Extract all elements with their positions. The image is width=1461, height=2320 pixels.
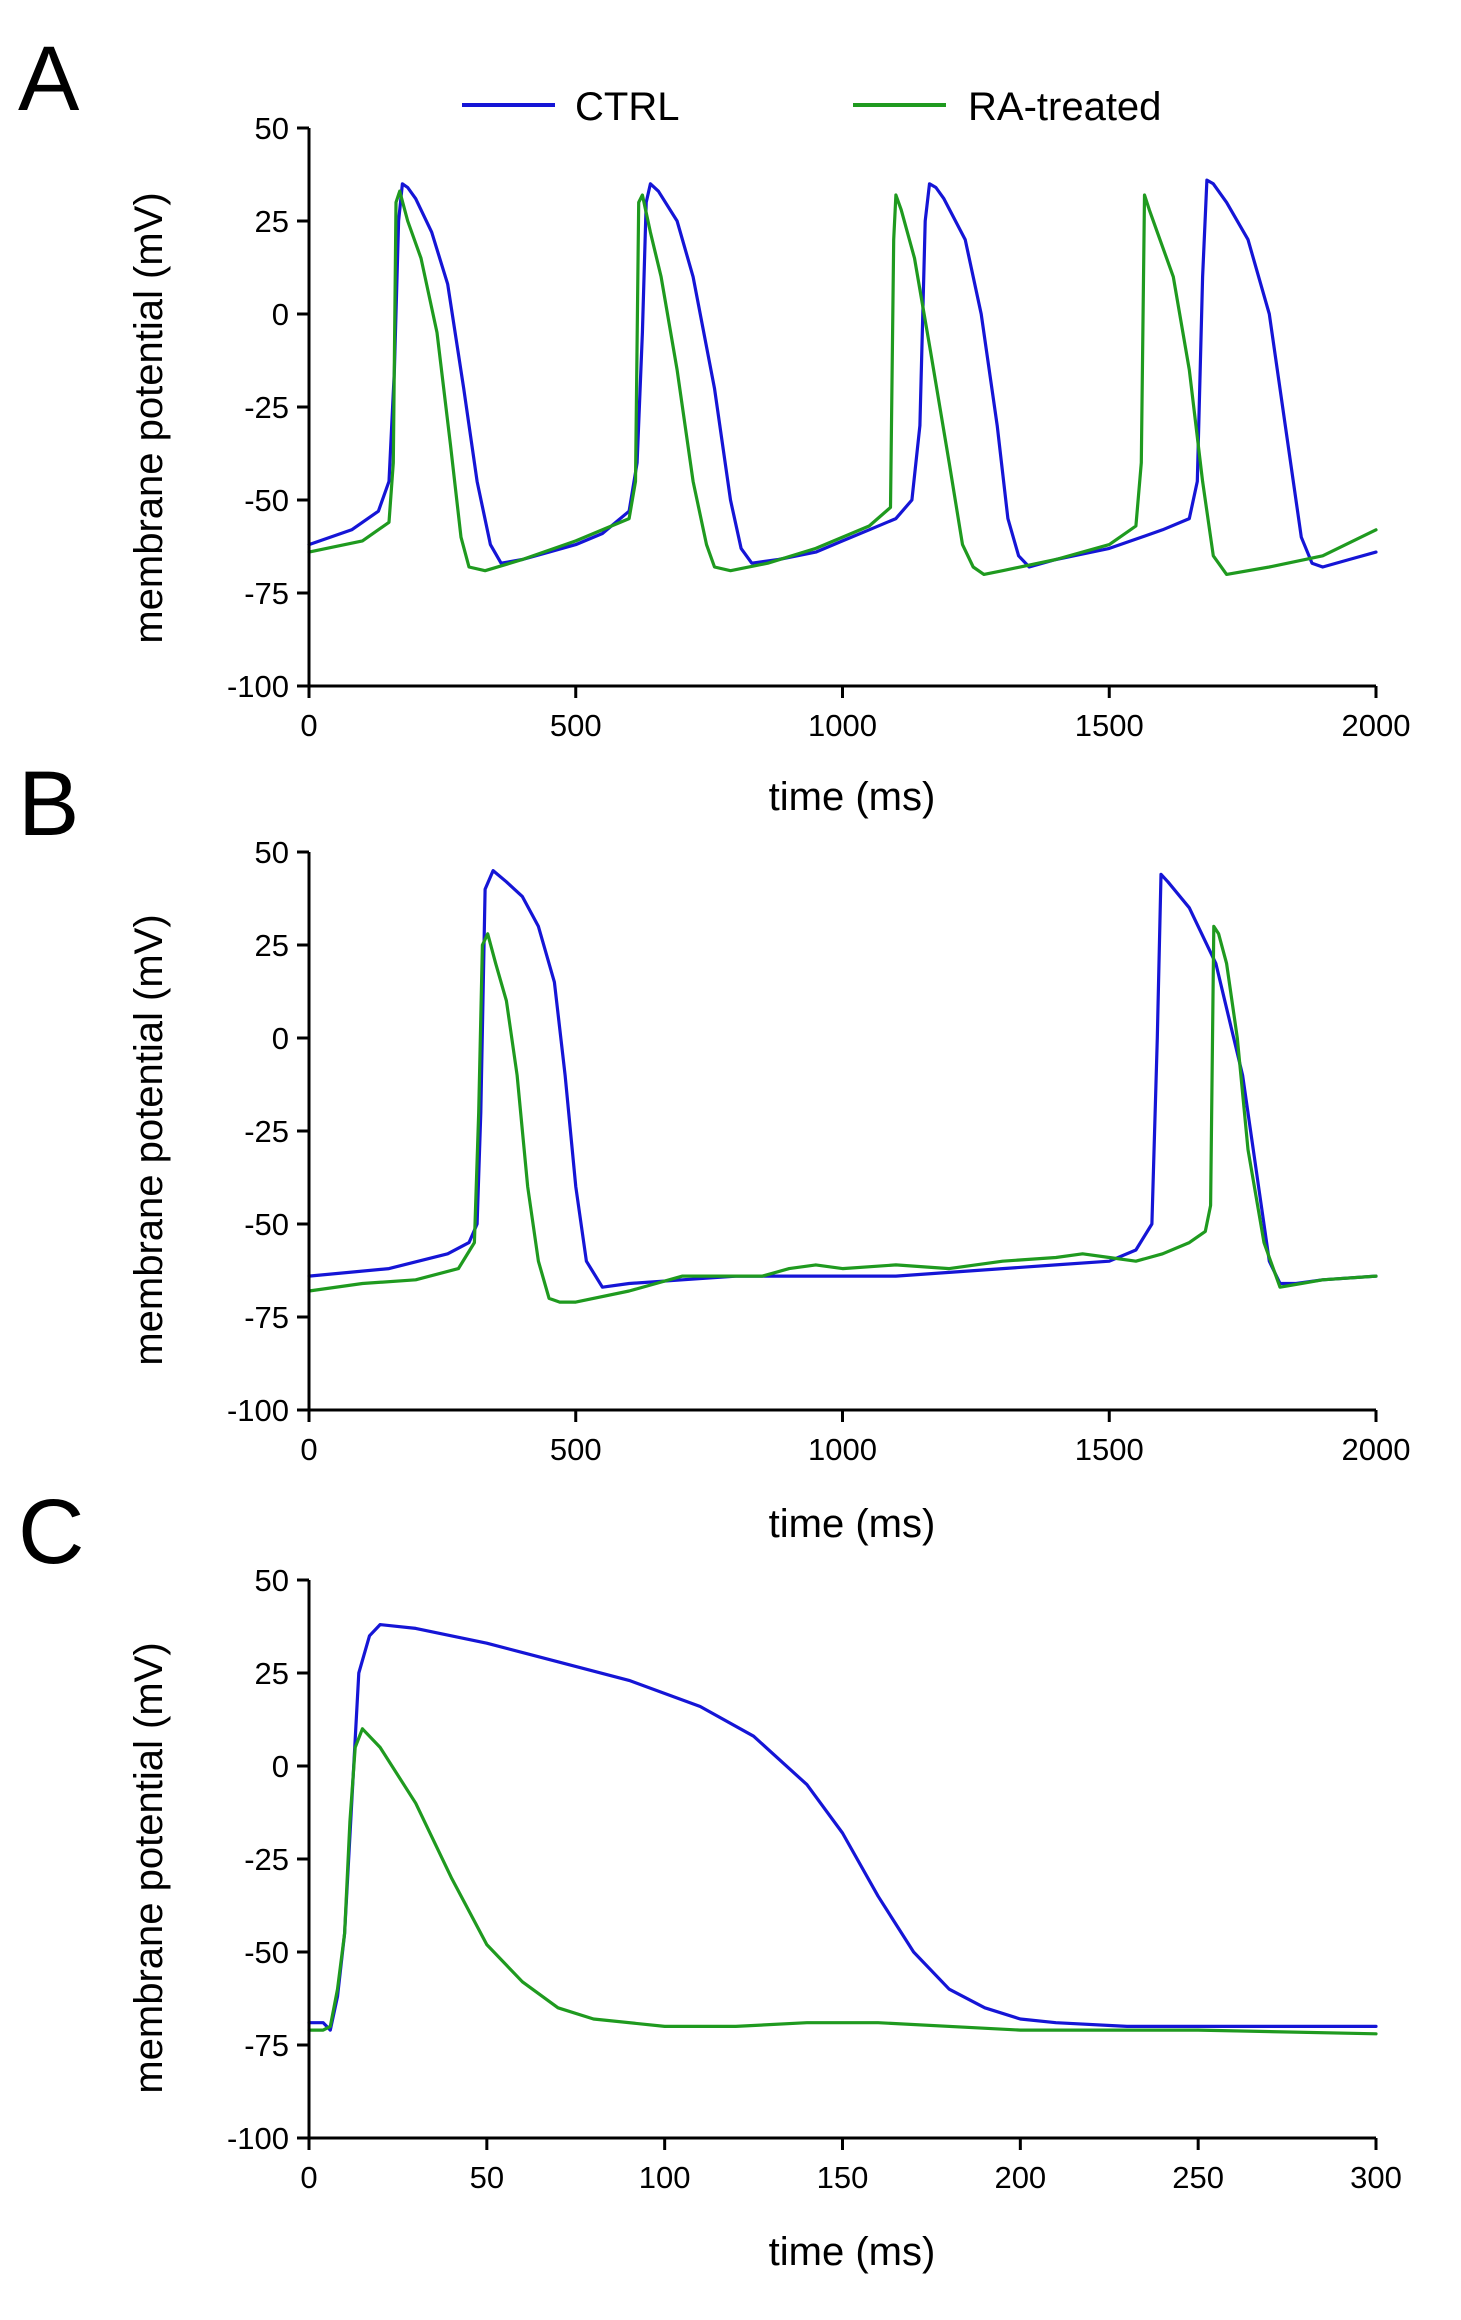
- panel-a-y-tick-label: -25: [244, 390, 289, 425]
- panel-c-x-tick-label: 300: [1350, 2160, 1402, 2195]
- panel-c-x-tick-label: 150: [817, 2160, 869, 2195]
- panel-b-x-axis-title: time (ms): [769, 1502, 936, 1546]
- panel-a-y-tick-label: 0: [272, 297, 289, 332]
- panel-b-x-tick-label: 0: [300, 1432, 317, 1467]
- panel-a-y-tick-label: 25: [255, 204, 289, 239]
- panel-b-y-tick-label: 25: [255, 928, 289, 963]
- panel-a-y-tick-label: 50: [255, 111, 289, 146]
- panel-a-trace-ra-treated: [307, 189, 1378, 576]
- panel-c-y-tick-label: -50: [244, 1935, 289, 1970]
- panel-b-x-tick-label: 500: [550, 1432, 602, 1467]
- panel-c-trace-ctrl: [307, 1623, 1378, 2032]
- panel-a-x-tick-label: 500: [550, 708, 602, 743]
- panel-a-y-tick-label: -75: [244, 576, 289, 611]
- panel-c-y-tick-label: -100: [227, 2121, 289, 2156]
- panel-b-y-tick-label: -50: [244, 1207, 289, 1242]
- panel-a-x-tick-label: 2000: [1342, 708, 1411, 743]
- panel-c-x-tick-label: 50: [470, 2160, 504, 2195]
- panel-a-y-axis-title: membrane potential (mV): [127, 192, 171, 643]
- panel-a-traces: [307, 178, 1378, 576]
- panel-c-y-tick-label: 25: [255, 1656, 289, 1691]
- legend: CTRL RA-treated: [462, 85, 1161, 129]
- panel-c: C membrane potential (mV) time (ms) 50 25…: [18, 1481, 1402, 2274]
- panel-b-ticks: 50 25 0 -25 -50 -75 -100 0 500 1000 1500 2000: [227, 835, 1411, 1467]
- panel-a-letter: A: [18, 28, 80, 130]
- panel-a-trace-ctrl: [307, 178, 1378, 569]
- legend-ctrl-label: CTRL: [575, 85, 679, 129]
- panel-a-y-tick-label: -100: [227, 669, 289, 704]
- panel-b-trace-ctrl: [307, 869, 1378, 1289]
- panel-b-y-tick-label: -25: [244, 1114, 289, 1149]
- panel-c-traces: [307, 1623, 1378, 2036]
- panel-c-y-tick-label: -75: [244, 2028, 289, 2063]
- panel-c-x-tick-label: 250: [1172, 2160, 1224, 2195]
- panel-b-x-tick-label: 1000: [808, 1432, 877, 1467]
- panel-b-y-axis-title: membrane potential (mV): [127, 914, 171, 1365]
- panel-a-x-tick-label: 1000: [808, 708, 877, 743]
- panel-c-y-tick-label: 0: [272, 1749, 289, 1784]
- panel-a-y-tick-label: -50: [244, 483, 289, 518]
- panel-c-x-axis-title: time (ms): [769, 2230, 936, 2274]
- panel-c-y-tick-label: 50: [255, 1563, 289, 1598]
- panel-c-y-axis-title: membrane potential (mV): [127, 1642, 171, 2093]
- panel-a-x-tick-label: 0: [300, 708, 317, 743]
- panel-c-x-tick-label: 0: [300, 2160, 317, 2195]
- panel-b-y-tick-label: -75: [244, 1300, 289, 1335]
- panel-a-ticks: 50 25 0 -25 -50 -75 -100 0 500 1000 1500 2000: [227, 111, 1411, 743]
- panel-c-letter: C: [18, 1481, 84, 1583]
- panel-b: B membrane potential (mV) time (ms) 50 25…: [18, 753, 1410, 1546]
- panel-c-y-tick-label: -25: [244, 1842, 289, 1877]
- panel-c-x-tick-label: 200: [994, 2160, 1046, 2195]
- legend-ra-label: RA-treated: [968, 85, 1161, 129]
- panel-c-x-tick-label: 100: [639, 2160, 691, 2195]
- panel-a-x-tick-label: 1500: [1075, 708, 1144, 743]
- panel-b-letter: B: [18, 753, 79, 855]
- panel-b-trace-ra-treated: [307, 924, 1378, 1304]
- panel-b-y-tick-label: 50: [255, 835, 289, 870]
- panel-a-x-axis-title: time (ms): [769, 775, 936, 819]
- panel-b-x-tick-label: 2000: [1342, 1432, 1411, 1467]
- panel-a: A membrane potential (mV) time (ms) 50 25…: [18, 28, 1410, 819]
- panel-b-x-tick-label: 1500: [1075, 1432, 1144, 1467]
- panel-b-y-tick-label: -100: [227, 1393, 289, 1428]
- panel-b-traces: [307, 869, 1378, 1304]
- panel-b-y-tick-label: 0: [272, 1021, 289, 1056]
- panel-c-trace-ra-treated: [307, 1727, 1378, 2036]
